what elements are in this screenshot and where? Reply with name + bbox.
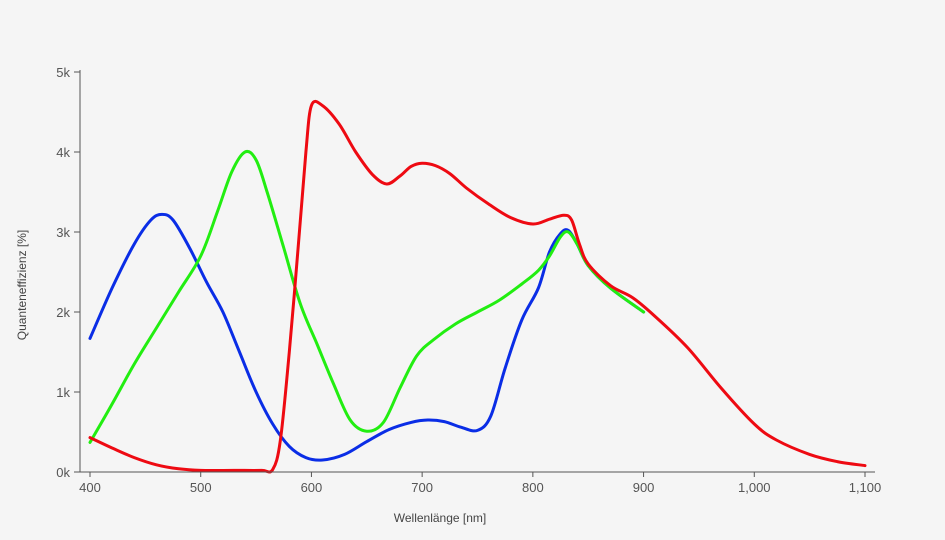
y-tick-label: 0k — [56, 465, 70, 480]
x-tick-label: 400 — [79, 480, 101, 495]
y-tick-label: 4k — [56, 145, 70, 160]
x-tick-label: 500 — [190, 480, 212, 495]
x-tick-label: 1,000 — [738, 480, 771, 495]
green-series-line — [88, 149, 646, 444]
series-group — [88, 99, 867, 474]
x-axis-ticks: 400 500 600 700 800 900 1,000 1,100 — [79, 472, 881, 495]
x-tick-label: 800 — [522, 480, 544, 495]
y-axis-title: Quanteneffizienz [%] — [15, 230, 29, 341]
blue-series-line — [88, 212, 646, 462]
x-tick-label: 1,100 — [849, 480, 882, 495]
red-series-line — [88, 99, 867, 474]
x-axis-title: Wellenlänge [nm] — [394, 511, 487, 525]
y-tick-label: 2k — [56, 305, 70, 320]
x-tick-label: 700 — [411, 480, 433, 495]
x-tick-label: 600 — [301, 480, 323, 495]
y-tick-label: 5k — [56, 65, 70, 80]
y-axis-ticks: 0k 1k 2k 3k 4k 5k — [56, 65, 80, 480]
y-tick-label: 3k — [56, 225, 70, 240]
x-tick-label: 900 — [633, 480, 655, 495]
y-tick-label: 1k — [56, 385, 70, 400]
